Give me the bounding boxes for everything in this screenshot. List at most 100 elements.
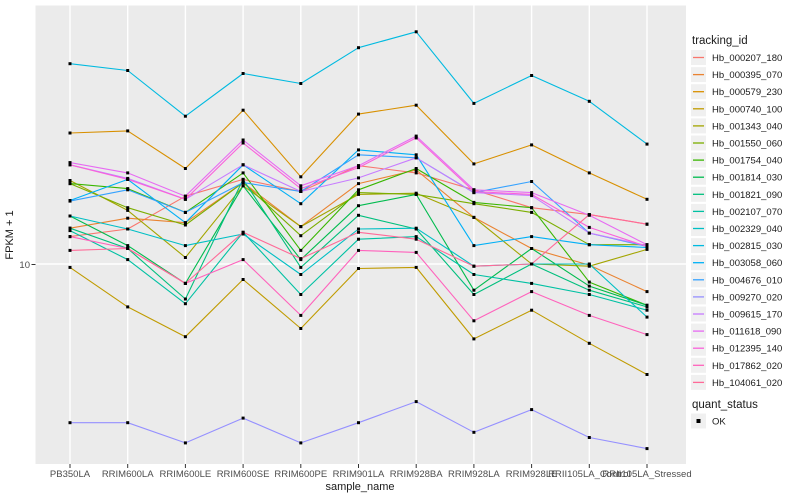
data-point <box>183 281 187 285</box>
data-point <box>587 280 591 284</box>
data-point <box>241 230 245 234</box>
data-point <box>530 180 534 183</box>
data-point <box>587 341 591 345</box>
data-point <box>299 187 303 191</box>
data-point <box>357 227 360 231</box>
legend-label: Hb_001821_090 <box>712 190 782 201</box>
legend-entry: Hb_000395_070 <box>691 67 782 83</box>
data-point <box>587 436 591 439</box>
data-point <box>241 138 245 142</box>
data-point <box>68 182 72 186</box>
legend-label: Hb_000395_070 <box>712 70 782 81</box>
legend-label: Hb_002815_030 <box>712 241 782 252</box>
legend-entry: Hb_000740_100 <box>691 101 782 117</box>
data-point <box>126 171 130 175</box>
data-point <box>357 166 360 170</box>
data-point <box>183 210 187 214</box>
legend-title-quant-status: quant_status <box>692 399 758 411</box>
legend-entry: Hb_009615_170 <box>691 306 782 322</box>
data-point <box>241 108 245 112</box>
data-point <box>645 373 649 376</box>
data-point <box>357 192 360 196</box>
data-point <box>241 184 245 188</box>
data-point <box>645 303 649 307</box>
data-point <box>645 245 649 248</box>
data-point <box>530 262 534 266</box>
x-tick-label: RRII105LA_Stressed <box>602 469 691 480</box>
data-point <box>68 229 72 233</box>
data-point <box>183 244 187 248</box>
data-point <box>357 188 360 192</box>
legend-label: Hb_003058_060 <box>712 258 782 269</box>
legend-label: Hb_017862_020 <box>712 361 782 372</box>
data-point <box>299 265 303 269</box>
data-point <box>183 194 187 198</box>
data-point <box>68 163 72 167</box>
data-point <box>472 101 476 105</box>
data-point <box>414 30 418 34</box>
data-point <box>357 112 360 116</box>
x-axis-title: sample_name <box>325 481 394 493</box>
data-point <box>530 143 534 147</box>
data-point <box>68 226 72 230</box>
data-point <box>126 69 130 72</box>
data-point <box>126 206 130 210</box>
data-point <box>414 237 418 241</box>
data-point <box>414 226 418 230</box>
data-point <box>530 247 534 250</box>
data-point <box>645 247 649 251</box>
data-point <box>241 72 245 75</box>
data-point <box>357 148 360 152</box>
data-point <box>530 192 534 196</box>
data-point <box>645 305 649 309</box>
data-point <box>299 190 303 193</box>
x-tick-label: RRIM928LE <box>506 469 558 480</box>
legend-label: Hb_012395_140 <box>712 344 782 355</box>
legend-label: Hb_011618_090 <box>712 327 782 338</box>
data-point <box>530 206 534 210</box>
legend-entry: Hb_011618_090 <box>691 323 782 339</box>
data-point <box>126 177 130 181</box>
x-tick-label: RRIM600PE <box>274 469 327 480</box>
data-point <box>68 248 72 252</box>
data-point <box>299 184 303 188</box>
x-tick-label: RRIM600LE <box>160 469 212 480</box>
legend-entry: Hb_104061_020 <box>691 374 782 390</box>
data-point <box>357 230 360 234</box>
data-point <box>299 82 303 85</box>
data-point <box>472 200 476 204</box>
data-point <box>530 281 534 285</box>
legend-label: Hb_001550_060 <box>712 139 782 150</box>
data-point <box>126 244 130 248</box>
data-point <box>472 273 476 276</box>
data-point <box>587 213 591 217</box>
data-point <box>241 177 245 181</box>
data-point <box>414 167 418 170</box>
data-point <box>472 264 476 268</box>
data-point <box>414 171 418 175</box>
legend-label: Hb_002107_070 <box>712 207 782 218</box>
data-point <box>183 335 187 339</box>
legend-label: Hb_000740_100 <box>712 104 782 115</box>
data-point <box>587 262 591 266</box>
data-point <box>299 293 303 296</box>
legend-entry: Hb_001550_060 <box>691 135 782 151</box>
tracking-id-legend: Hb_000207_180 Hb_000395_070 Hb_000579_230 H… <box>691 50 782 390</box>
data-point <box>299 327 303 330</box>
legend-label: Hb_001343_040 <box>712 121 782 132</box>
y-axis-title: FPKM + 1 <box>4 210 16 259</box>
data-point <box>68 62 72 66</box>
data-point <box>68 265 72 269</box>
legend-entry: Hb_003058_060 <box>691 255 782 271</box>
data-point <box>183 302 187 306</box>
data-point <box>587 313 591 317</box>
data-point <box>126 129 130 133</box>
data-point <box>472 188 476 192</box>
data-point <box>587 293 591 296</box>
gridlines-layer <box>35 5 686 464</box>
data-point <box>414 134 418 138</box>
x-axis-ticks-layer: PB350LA RRIM600LA RRIM600LE RRIM600SE RRIM60… <box>50 464 692 480</box>
data-point <box>241 141 245 145</box>
